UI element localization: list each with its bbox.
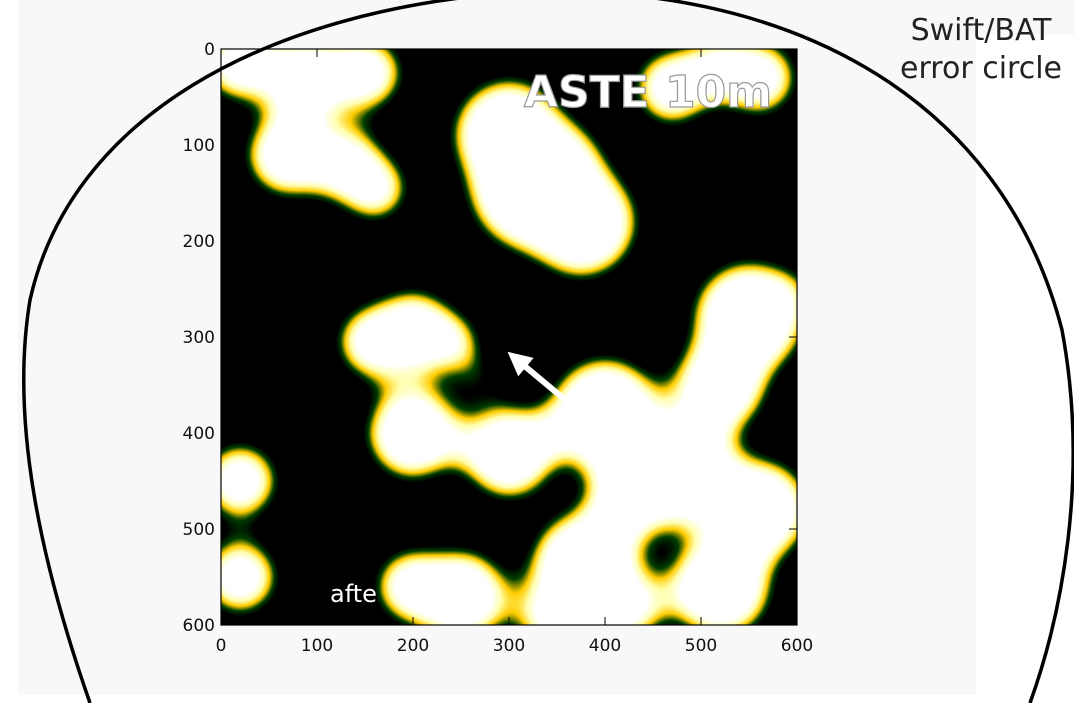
source-arrow [507,351,579,412]
heat-blob [365,385,461,481]
error-circle-label: Swift/BAT error circle [900,12,1062,88]
heat-blob [763,269,797,318]
x-axis: 0 100 200 300 400 500 600 [216,49,813,656]
y-tick-label: 300 [183,328,215,348]
x-tick-label: 300 [493,636,525,656]
caption-text-tail: hr [540,580,565,608]
x-tick-label: 500 [685,636,717,656]
top-background-strip [18,0,1074,35]
x-tick-label: 100 [301,636,333,656]
x-tick-label: 200 [397,636,429,656]
heat-blob [667,533,773,625]
heat-blob [518,577,596,625]
heat-blob [523,164,639,280]
heat-blob [374,548,452,625]
heat-blob [326,49,404,112]
x-tick-label: 400 [589,636,621,656]
heat-blob [422,313,481,371]
caption-text: afte [330,580,377,608]
error-circle-label-line1: Swift/BAT [910,13,1052,48]
heat-blob [585,567,663,625]
heat-blob [221,538,279,616]
telescope-label: ASTE 10m [524,67,772,118]
heat-blob [672,337,769,433]
y-tick-label: 200 [183,232,215,252]
y-tick-label: 400 [183,424,215,444]
heat-blob [341,154,409,222]
y-tick-label: 600 [183,616,215,636]
y-tick-label: 100 [183,136,215,156]
error-circle-label-line2: error circle [900,51,1062,86]
y-tick-label: 0 [204,40,215,60]
heat-blob [686,49,754,102]
x-tick-label: 600 [781,636,813,656]
heat-blob [461,404,557,501]
heatmap-image [221,49,797,625]
x-tick-label: 0 [216,636,227,656]
error-circle [22,0,1074,703]
y-axis: 0 100 200 300 400 500 600 [183,40,797,636]
y-tick-label: 500 [183,520,215,540]
heat-blob [336,303,413,381]
heat-blob [465,365,495,395]
heat-blob [221,442,279,520]
